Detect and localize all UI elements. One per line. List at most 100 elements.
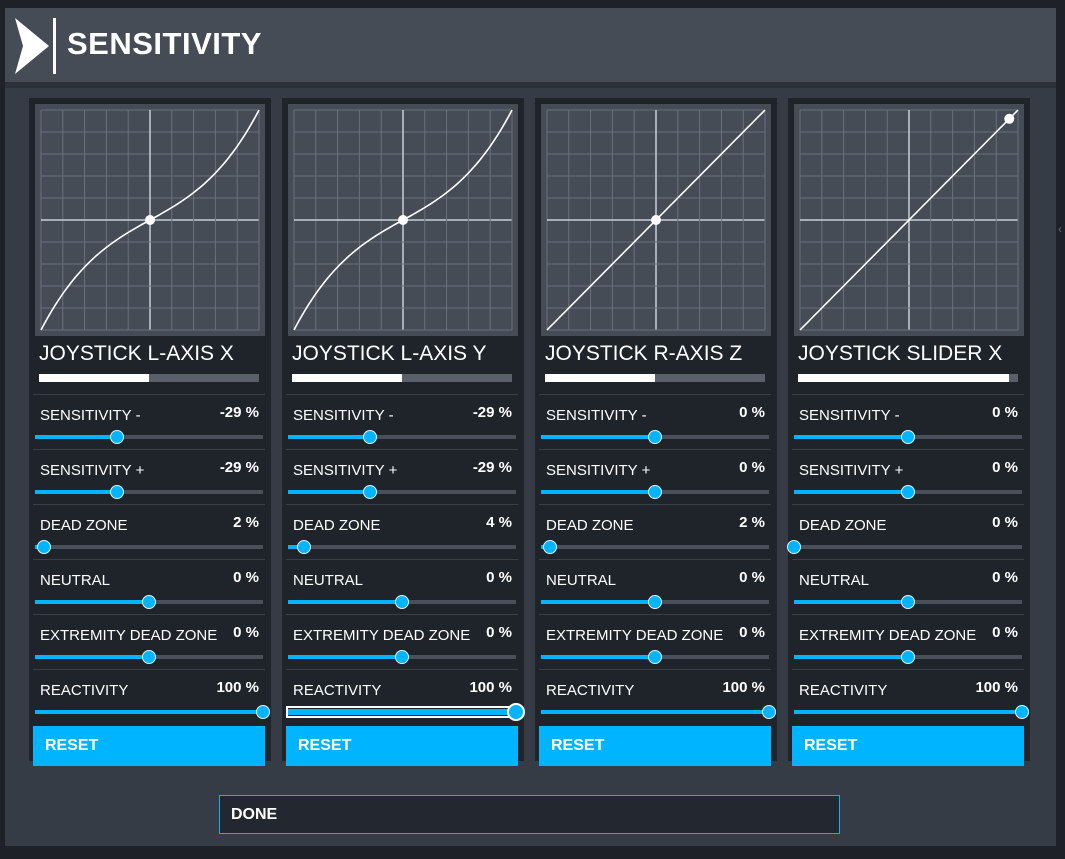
slider-fill	[541, 435, 655, 439]
setting-slider[interactable]	[288, 539, 516, 555]
setting-slider[interactable]	[35, 429, 263, 445]
setting-slider[interactable]	[541, 704, 776, 720]
setting-slider[interactable]	[541, 484, 769, 500]
setting-row: SENSITIVITY - -29 %	[33, 394, 265, 448]
slider-thumb[interactable]	[256, 705, 270, 719]
setting-slider[interactable]	[794, 484, 1022, 500]
slider-track[interactable]	[35, 545, 263, 549]
scroll-edge-indicator: ‹	[1058, 222, 1062, 236]
setting-row: DEAD ZONE 2 %	[539, 504, 771, 558]
slider-thumb[interactable]	[395, 650, 409, 664]
axis-panel: JOYSTICK L-AXIS Y SENSITIVITY - -29 % SENSI…	[282, 98, 525, 766]
setting-label: EXTREMITY DEAD ZONE	[40, 627, 218, 644]
slider-thumb[interactable]	[648, 650, 662, 664]
setting-value: 100 %	[722, 679, 765, 696]
setting-row: REACTIVITY 100 %	[792, 669, 1029, 723]
input-level-fill	[39, 374, 149, 382]
slider-track[interactable]	[541, 545, 769, 549]
setting-value: 2 %	[739, 514, 765, 531]
reset-button[interactable]: RESET	[286, 726, 518, 766]
slider-thumb[interactable]	[142, 595, 156, 609]
setting-value: 0 %	[992, 624, 1018, 641]
slider-thumb[interactable]	[37, 540, 52, 554]
chevron-right-icon	[15, 18, 56, 74]
setting-row: NEUTRAL 0 %	[286, 559, 518, 613]
setting-row: SENSITIVITY + -29 %	[286, 449, 518, 503]
setting-label: SENSITIVITY -	[546, 407, 647, 424]
slider-track[interactable]	[288, 435, 516, 439]
page-title: SENSITIVITY	[67, 26, 262, 61]
setting-slider[interactable]	[541, 429, 769, 445]
current-input-point	[651, 215, 661, 225]
slider-thumb[interactable]	[110, 430, 125, 444]
slider-thumb[interactable]	[363, 430, 378, 444]
slider-thumb[interactable]	[1015, 705, 1029, 719]
setting-slider[interactable]	[541, 594, 769, 610]
slider-thumb[interactable]	[395, 595, 409, 609]
setting-slider[interactable]	[35, 539, 263, 555]
slider-thumb[interactable]	[901, 485, 915, 499]
setting-slider[interactable]	[35, 649, 263, 665]
setting-slider[interactable]	[286, 703, 525, 721]
setting-slider[interactable]	[794, 429, 1022, 445]
setting-slider[interactable]	[794, 704, 1029, 720]
slider-track[interactable]	[35, 490, 263, 494]
reset-button[interactable]: RESET	[539, 726, 771, 766]
setting-value: -29 %	[219, 459, 259, 476]
setting-slider[interactable]	[288, 484, 516, 500]
slider-thumb[interactable]	[110, 485, 125, 499]
setting-label: NEUTRAL	[40, 572, 111, 589]
setting-label: SENSITIVITY -	[40, 407, 141, 424]
slider-thumb[interactable]	[901, 650, 915, 664]
setting-slider[interactable]	[288, 594, 516, 610]
slider-fill	[541, 490, 655, 494]
setting-slider[interactable]	[288, 649, 516, 665]
slider-fill	[288, 490, 371, 494]
slider-thumb[interactable]	[543, 540, 558, 554]
slider-thumb[interactable]	[648, 430, 662, 444]
slider-track[interactable]	[794, 545, 1022, 549]
setting-value: 0 %	[739, 624, 765, 641]
slider-thumb[interactable]	[296, 540, 311, 554]
slider-track[interactable]	[35, 435, 263, 439]
setting-value: 4 %	[486, 514, 512, 531]
slider-thumb[interactable]	[648, 485, 662, 499]
slider-fill	[541, 655, 655, 659]
setting-value: 2 %	[233, 514, 259, 531]
reset-button[interactable]: RESET	[33, 726, 265, 766]
slider-thumb[interactable]	[901, 430, 915, 444]
slider-thumb[interactable]	[901, 595, 915, 609]
reset-button[interactable]: RESET	[792, 726, 1024, 766]
setting-slider[interactable]	[787, 539, 1022, 555]
slider-thumb[interactable]	[507, 703, 525, 721]
setting-slider[interactable]	[794, 594, 1022, 610]
setting-label: SENSITIVITY +	[799, 462, 904, 479]
setting-slider[interactable]	[35, 594, 263, 610]
setting-value: 0 %	[992, 459, 1018, 476]
slider-fill	[541, 710, 769, 714]
setting-slider[interactable]	[541, 539, 769, 555]
slider-track[interactable]	[288, 490, 516, 494]
slider-thumb[interactable]	[762, 705, 776, 719]
slider-fill	[794, 710, 1022, 714]
slider-thumb[interactable]	[787, 540, 801, 554]
setting-slider[interactable]	[35, 704, 270, 720]
axis-name: JOYSTICK L-AXIS Y	[292, 342, 487, 365]
slider-thumb[interactable]	[363, 485, 378, 499]
slider-track[interactable]	[288, 545, 516, 549]
setting-row: SENSITIVITY + 0 %	[792, 449, 1024, 503]
response-curve-graph	[541, 104, 771, 336]
axis-name: JOYSTICK SLIDER X	[798, 342, 1003, 365]
done-button[interactable]: DONE	[219, 795, 840, 834]
setting-slider[interactable]	[794, 649, 1022, 665]
axis-name: JOYSTICK L-AXIS X	[39, 342, 234, 365]
slider-thumb[interactable]	[648, 595, 662, 609]
slider-fill	[288, 709, 516, 715]
slider-fill	[794, 490, 908, 494]
setting-slider[interactable]	[35, 484, 263, 500]
setting-label: EXTREMITY DEAD ZONE	[799, 627, 977, 644]
slider-thumb[interactable]	[142, 650, 156, 664]
setting-slider[interactable]	[541, 649, 769, 665]
setting-slider[interactable]	[288, 429, 516, 445]
setting-row: DEAD ZONE 0 %	[787, 504, 1024, 558]
